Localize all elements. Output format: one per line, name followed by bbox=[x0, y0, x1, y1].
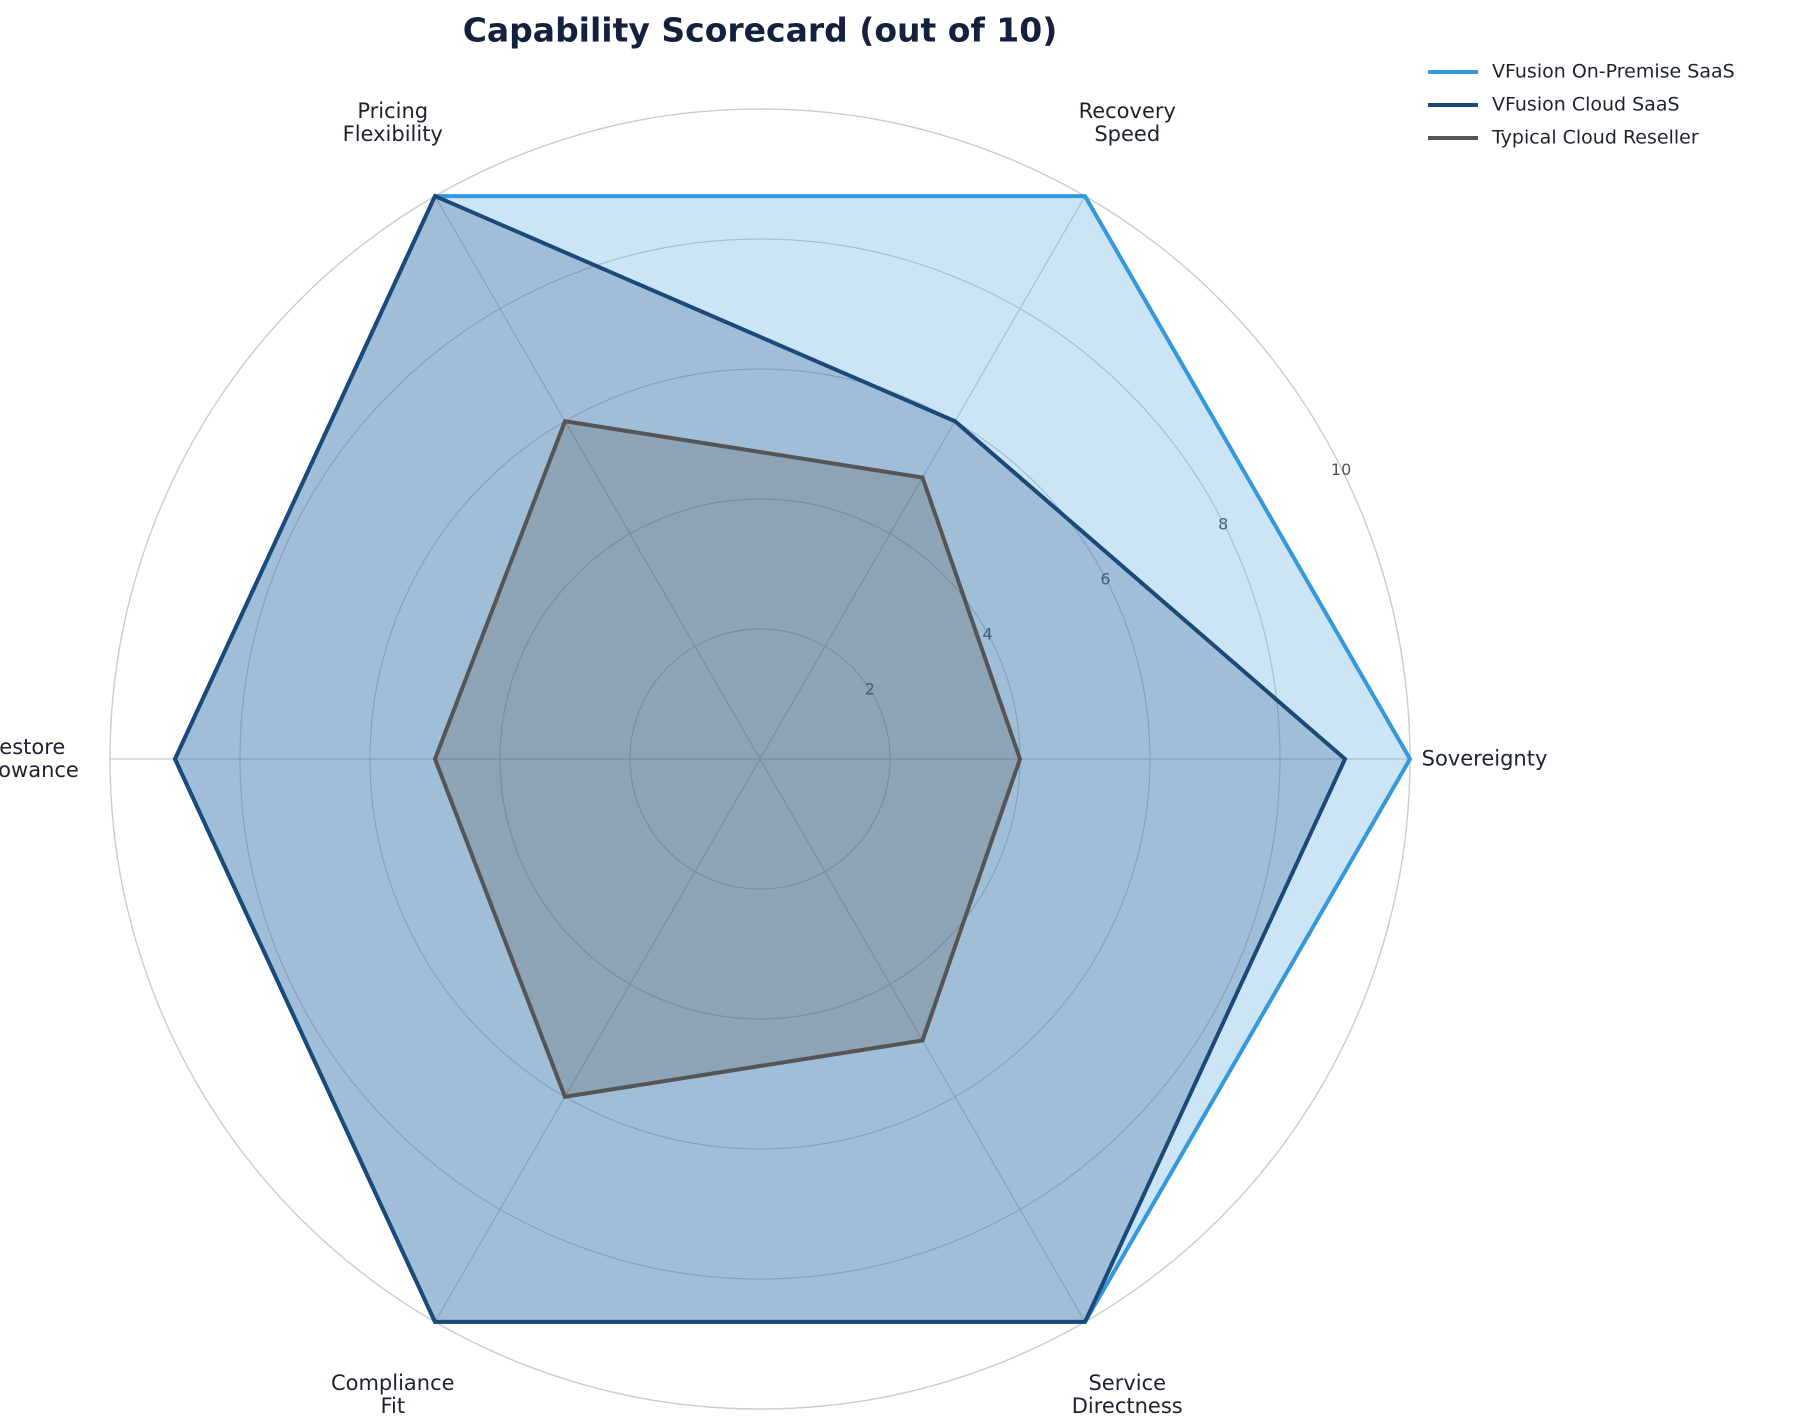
r-tick-label: 4 bbox=[983, 625, 993, 644]
r-tick-label: 6 bbox=[1100, 570, 1110, 589]
chart-title: Capability Scorecard (out of 10) bbox=[463, 11, 1058, 50]
legend-label: VFusion Cloud SaaS bbox=[1492, 94, 1680, 116]
category-label: Recovery Speed bbox=[1078, 98, 1176, 146]
legend-label: VFusion On-Premise SaaS bbox=[1492, 61, 1735, 83]
category-label: Service Directness bbox=[1071, 1371, 1183, 1419]
spoke bbox=[434, 195, 761, 760]
r-tick-label: 10 bbox=[1331, 460, 1351, 479]
r-tick-label: 8 bbox=[1218, 515, 1228, 534]
category-label: Restore Allowance bbox=[0, 734, 79, 782]
series-area bbox=[432, 419, 1023, 1099]
series-area bbox=[172, 193, 1348, 1324]
category-label: Sovereignty bbox=[1421, 746, 1548, 771]
category-label: Pricing Flexibility bbox=[342, 98, 443, 146]
r-tick-label: 2 bbox=[865, 680, 875, 699]
category-label: Compliance Fit bbox=[330, 1371, 455, 1419]
legend-label: Typical Cloud Reseller bbox=[1491, 127, 1699, 149]
spoke bbox=[434, 758, 761, 1323]
